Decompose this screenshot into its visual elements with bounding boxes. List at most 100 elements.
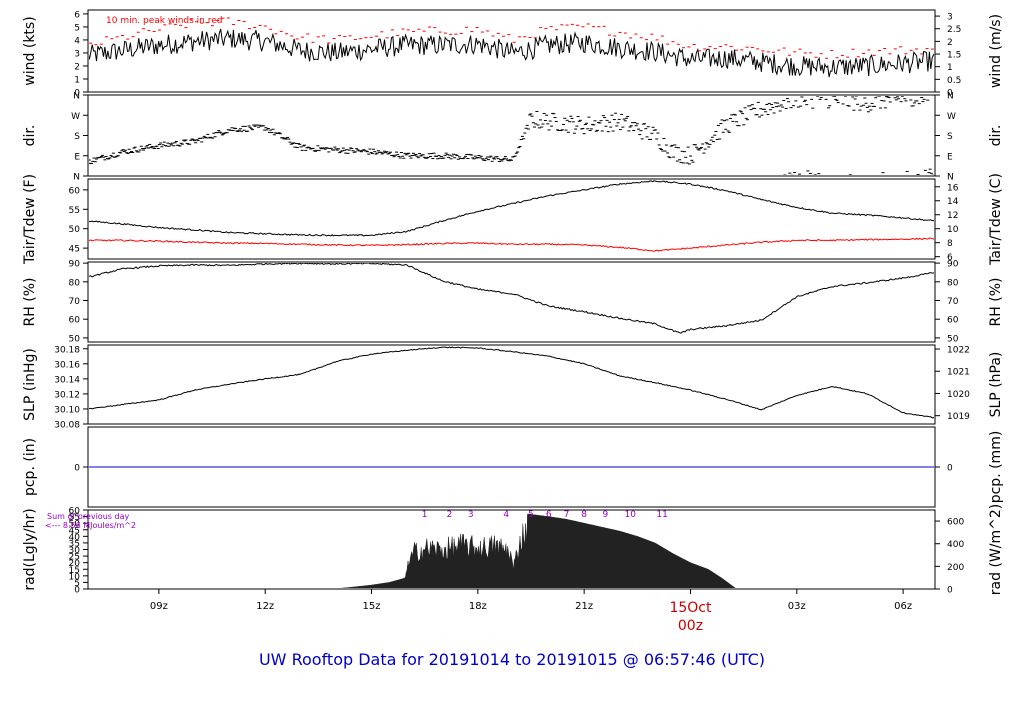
rad-hour-mark: 4 <box>503 510 509 520</box>
rh-series-line-0 <box>89 263 934 334</box>
right-tick-label-wind: 2.5 <box>947 25 961 35</box>
left-tick-label-wind: 4 <box>74 36 80 46</box>
left-tick-label-wind: 2 <box>74 62 80 72</box>
x-tick-label: 12z <box>256 601 274 612</box>
left-tick-label-rh: 50 <box>69 334 81 344</box>
ylabel-slp: SLP (inHg) <box>22 348 38 421</box>
ylabel-pcp: pcp. (in) <box>22 438 38 496</box>
right-tick-label-dir: N <box>947 92 954 102</box>
ylabel-right-pcp: pcp. (mm) <box>988 431 1004 504</box>
panel-plot-dir <box>89 96 934 175</box>
left-tick-label-wind: 3 <box>74 49 80 59</box>
rad-annotation-2: <--- 8.56 MJoules/m^2 <box>45 521 136 530</box>
panel-temperature: 45 50 55 60 6 8 10 12 14 16 Tair/Tdew (F) Tair/Tdew… <box>22 173 1004 266</box>
left-tick-label-rad: 40 <box>69 533 81 543</box>
left-tick-label-rad: 15 <box>69 566 80 576</box>
right-tick-label-temperature: 6 <box>947 253 953 263</box>
left-tick-label-rh: 70 <box>69 297 81 307</box>
left-tick-label-pcp: 0 <box>74 464 80 474</box>
ylabel-rh: RH (%) <box>22 278 38 327</box>
right-tick-label-temperature: 10 <box>947 225 959 235</box>
panel-plot-rad <box>340 513 736 588</box>
right-tick-label-temperature: 14 <box>947 197 959 207</box>
left-tick-label-dir: W <box>71 112 80 122</box>
panel-frame <box>87 344 936 425</box>
rad-hour-mark: 2 <box>447 510 453 520</box>
panel-rad: 0510152025303540455055600200400600rad(Lg… <box>22 504 1004 596</box>
left-tick-label-rad: 10 <box>69 572 81 582</box>
left-tick-label-rad: 60 <box>69 507 81 517</box>
left-tick-label-temperature: 50 <box>69 225 81 235</box>
left-tick-label-dir: S <box>74 132 80 142</box>
right-tick-label-rh: 80 <box>947 278 959 288</box>
rad-hour-mark: 3 <box>468 510 474 520</box>
right-tick-label-dir: S <box>947 132 953 142</box>
rad-hour-mark: 1 <box>422 510 428 520</box>
left-tick-label-temperature: 60 <box>69 186 81 196</box>
left-tick-label-rh: 60 <box>69 316 81 326</box>
right-tick-label-rad: 600 <box>947 518 964 528</box>
right-tick-label-dir: W <box>947 112 956 122</box>
rad-annotation-1: Sum of previous day <box>47 512 129 521</box>
x-tick-label: 09z <box>150 601 168 612</box>
right-tick-label-rad: 400 <box>947 540 964 550</box>
right-tick-label-rad: 0 <box>947 586 953 596</box>
right-tick-label-rh: 70 <box>947 297 959 307</box>
x-tick-label: 18z <box>469 601 487 612</box>
right-tick-label-wind: 0 <box>947 89 953 99</box>
left-tick-label-dir: N <box>73 92 80 102</box>
x-tick-label: 06z <box>894 601 912 612</box>
panel-rh: 50 60 70 80 90 50 60 70 80 90 RH (%) RH (%) <box>22 260 1004 345</box>
panel-plot-rh <box>89 263 934 334</box>
panel-frame <box>87 94 936 177</box>
left-tick-label-rh: 80 <box>69 278 81 288</box>
right-tick-label-wind: 1 <box>947 63 953 73</box>
left-tick-label-rad: 50 <box>69 520 81 530</box>
panel-wind: 0 1 2 3 4 5 6 0 0.5 1 1.5 2 2.5 3 wind (kts) wind (m/s)… <box>22 9 1004 99</box>
right-tick-label-temperature: 8 <box>947 239 953 249</box>
panel-pcp: 0 0 pcp. (in) pcp. (mm) <box>22 426 1004 508</box>
right-tick-label-temperature: 12 <box>947 211 958 221</box>
rad-series-area <box>340 513 736 588</box>
date-marker-sub: 00z <box>678 618 703 634</box>
ylabel-wind: wind (kts) <box>22 16 38 85</box>
ylabel-right-rad: rad (W/m^2) <box>988 504 1004 595</box>
right-tick-label-temperature: 16 <box>947 183 959 193</box>
rad-hour-mark: 10 <box>624 510 636 520</box>
right-tick-label-slp: 1019 <box>947 412 970 422</box>
left-tick-label-slp: 30.12 <box>54 390 80 400</box>
rad-hour-mark: 11 <box>656 510 667 520</box>
panel-plot-temperature <box>89 180 934 252</box>
left-tick-label-rad: 45 <box>69 526 80 536</box>
panel-frame <box>87 9 936 93</box>
date-marker: 15Oct <box>669 600 712 616</box>
temperature-series-line-0 <box>89 180 934 237</box>
panel-frame <box>87 178 936 260</box>
right-tick-label-rad: 200 <box>947 563 964 573</box>
ylabel-dir: dir. <box>22 125 38 147</box>
panel-plot-wind <box>89 17 934 78</box>
left-tick-label-slp: 30.10 <box>54 405 80 415</box>
ylabel-right-dir: dir. <box>988 125 1004 147</box>
left-tick-label-slp: 30.18 <box>54 345 80 355</box>
left-tick-label-rad: 0 <box>74 586 80 596</box>
right-tick-label-pcp: 0 <box>947 464 953 474</box>
left-tick-label-slp: 30.14 <box>54 375 80 385</box>
rad-hour-mark: 6 <box>546 510 552 520</box>
left-tick-label-wind: 5 <box>74 23 80 33</box>
left-tick-label-slp: 30.16 <box>54 360 80 370</box>
left-tick-label-rad: 5 <box>74 579 80 589</box>
right-tick-label-wind: 1.5 <box>947 51 961 61</box>
panel-frame <box>87 261 936 343</box>
ylabel-right-slp: SLP (hPa) <box>988 352 1004 418</box>
left-tick-label-rh: 90 <box>69 260 81 270</box>
right-tick-label-rh: 60 <box>947 316 959 326</box>
right-tick-label-dir: E <box>947 152 953 162</box>
left-tick-label-rad: 30 <box>69 546 81 556</box>
x-tick-label: 03z <box>788 601 806 612</box>
right-tick-label-dir: N <box>947 173 954 183</box>
ylabel-rad: rad(Lgly/hr) <box>22 508 38 590</box>
left-tick-label-rad: 25 <box>69 553 80 563</box>
